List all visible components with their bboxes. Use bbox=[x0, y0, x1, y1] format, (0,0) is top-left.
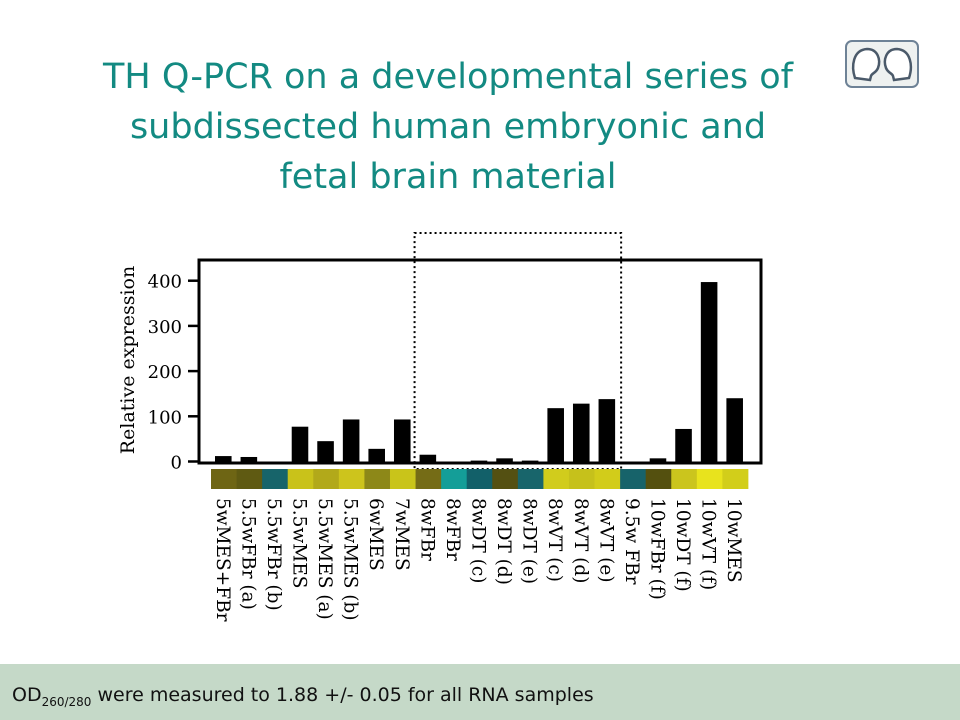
swatch bbox=[415, 469, 442, 489]
swatch-strip bbox=[211, 469, 749, 489]
y-tick-label: 400 bbox=[148, 272, 182, 293]
swatch bbox=[671, 469, 698, 489]
brain-pair-icon bbox=[845, 40, 919, 88]
swatch bbox=[543, 469, 570, 489]
swatch bbox=[287, 469, 314, 489]
bar bbox=[700, 282, 718, 462]
swatch bbox=[441, 469, 468, 489]
bar bbox=[521, 460, 539, 462]
swatch bbox=[492, 469, 519, 489]
x-tick-label: 6wMES bbox=[365, 498, 386, 571]
footnote-subscript: 260/280 bbox=[41, 694, 92, 709]
bars bbox=[215, 282, 743, 462]
x-tick-label: 10wFBr (f) bbox=[646, 498, 667, 600]
y-tick-label: 200 bbox=[148, 362, 182, 383]
swatch bbox=[722, 469, 749, 489]
footnote: OD260/280 were measured to 1.88 +/- 0.05… bbox=[12, 684, 594, 709]
bar bbox=[291, 426, 309, 462]
x-tick-label: 9.5w FBr bbox=[621, 498, 642, 585]
x-tick-label: 8wDT (d) bbox=[493, 498, 514, 585]
swatch bbox=[696, 469, 723, 489]
footnote-prefix: OD bbox=[12, 684, 42, 706]
x-tick-label: 5.5wMES bbox=[288, 498, 309, 588]
swatch bbox=[313, 469, 340, 489]
footer-band bbox=[0, 664, 960, 720]
x-tick-label: 5.5wMES (b) bbox=[340, 498, 361, 621]
x-tick-label: 10wVT (f) bbox=[698, 498, 719, 590]
swatch bbox=[466, 469, 493, 489]
bar bbox=[547, 408, 564, 462]
swatch bbox=[594, 469, 621, 489]
slide-title-line-3: fetal brain material bbox=[279, 157, 617, 197]
swatch bbox=[236, 469, 263, 489]
x-tick-label: 10wMES bbox=[723, 498, 744, 583]
bar bbox=[726, 398, 743, 462]
bar bbox=[393, 419, 411, 462]
bar bbox=[598, 399, 616, 462]
swatch bbox=[517, 469, 544, 489]
x-tick-label: 7wMES bbox=[391, 498, 412, 571]
y-tick-label: 100 bbox=[148, 407, 182, 428]
bar bbox=[342, 419, 360, 462]
y-tick-label: 0 bbox=[171, 453, 182, 474]
swatch bbox=[389, 469, 416, 489]
x-tick-label: 8wFBr bbox=[416, 498, 437, 561]
bar bbox=[368, 448, 385, 462]
y-axis-label: Relative expression bbox=[117, 266, 139, 454]
x-tick-label: 8wDT (e) bbox=[519, 498, 540, 584]
bar bbox=[649, 458, 667, 462]
swatch bbox=[645, 469, 672, 489]
swatch bbox=[364, 469, 391, 489]
x-tick-label: 5wMES+FBr bbox=[212, 498, 233, 622]
slide-title-line-2: subdissected human embryonic and bbox=[129, 107, 767, 147]
x-tick-label: 8wVT (d) bbox=[570, 498, 591, 583]
bar bbox=[240, 456, 258, 462]
x-tick-label: 5.5wFBr (b) bbox=[263, 498, 284, 611]
highlight-box bbox=[413, 232, 623, 470]
x-tick-label: 8wDT (c) bbox=[467, 498, 488, 583]
footnote-text: were measured to 1.88 +/- 0.05 for all R… bbox=[91, 684, 594, 706]
x-tick-label: 8wFBr bbox=[442, 498, 463, 561]
slide-title-line-1: TH Q-PCR on a developmental series of bbox=[103, 57, 793, 97]
x-tick-label: 10wDT (f) bbox=[672, 498, 693, 592]
bar bbox=[317, 441, 334, 462]
x-tick-label: 5.5wFBr (a) bbox=[237, 498, 258, 610]
swatch bbox=[338, 469, 365, 489]
slide-title: TH Q-PCR on a developmental series of su… bbox=[40, 52, 856, 202]
x-tick-label: 8wVT (e) bbox=[595, 498, 616, 583]
bar bbox=[470, 460, 488, 462]
y-tick-label: 300 bbox=[148, 317, 182, 338]
x-axis-labels: 5wMES+FBr 5.5wFBr (a) 5.5wFBr (b) 5.5wMES 5.… bbox=[212, 498, 744, 622]
bar-chart: 0 100 200 300 400 Relative expression 5wMES+… bbox=[117, 232, 763, 622]
swatch bbox=[262, 469, 289, 489]
x-tick-label: 8wVT (c) bbox=[544, 498, 565, 582]
x-tick-label: 5.5wMES (a) bbox=[314, 498, 335, 620]
plot-frame bbox=[197, 258, 763, 465]
bar bbox=[419, 454, 437, 462]
swatch bbox=[620, 469, 647, 489]
swatch bbox=[568, 469, 595, 489]
bar bbox=[675, 428, 692, 462]
y-axis: 0 100 200 300 400 bbox=[148, 272, 199, 474]
bar bbox=[215, 456, 232, 462]
bar bbox=[572, 403, 590, 462]
bar bbox=[496, 458, 513, 462]
swatch bbox=[211, 469, 237, 489]
